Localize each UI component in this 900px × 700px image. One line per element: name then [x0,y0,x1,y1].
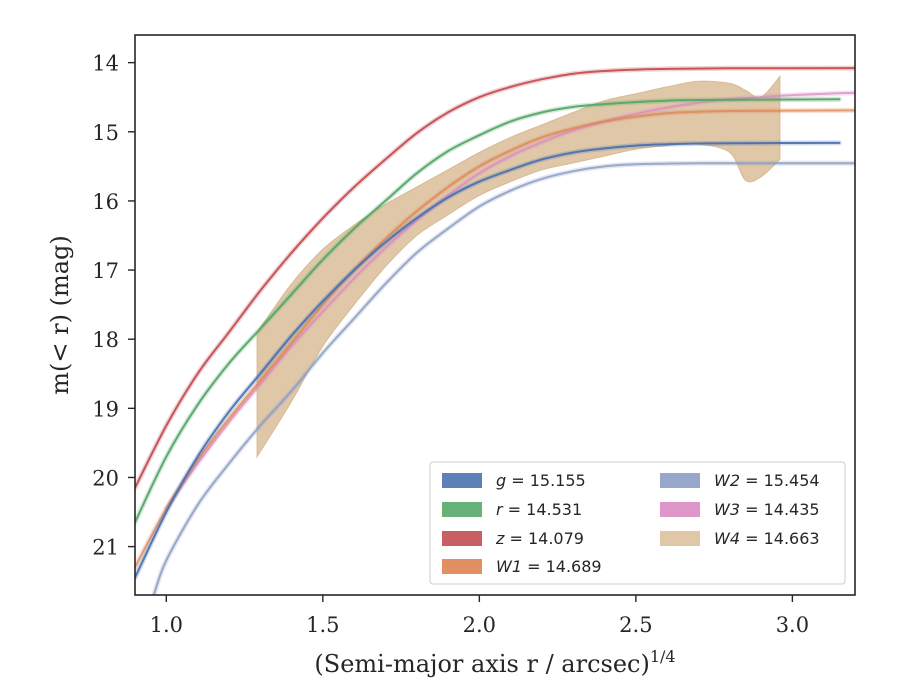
series-line-g [135,141,841,579]
legend-swatch-g [442,473,482,488]
legend-item-g: g = 15.155 [442,471,586,490]
legend-swatch-w2 [660,473,700,488]
y-tick-label: 20 [92,466,119,490]
y-axis: 14 15 16 17 18 19 20 21 [92,52,135,560]
legend-item-w4: W4 = 14.663 [660,529,820,548]
x-axis-label-exponent: 1/4 [650,647,676,666]
legend-item-z: z = 14.079 [442,529,584,548]
plot-frame [134,34,856,596]
legend-swatch-w1 [442,559,482,574]
series-line-z [135,67,855,489]
x-tick-label: 2.5 [619,613,652,637]
y-tick-label: 18 [92,328,119,352]
legend-label-r: r = 14.531 [496,500,582,519]
x-axis-label: (Semi-major axis r / arcsec)1/4 [314,647,675,678]
y-tick-label: 15 [92,121,119,145]
x-axis-label-text: (Semi-major axis r / arcsec) [314,650,649,678]
legend-swatch-r [442,502,482,517]
legend-label-w1: W1 = 14.689 [496,557,602,576]
legend-swatch-z [442,531,482,546]
y-tick-label: 21 [92,536,119,560]
legend-label-g: g = 15.155 [496,471,586,490]
legend-label-w3: W3 = 14.435 [714,500,820,519]
x-tick-label: 1.5 [306,613,339,637]
legend-item-r: r = 14.531 [442,500,582,519]
legend-label-w2: W2 = 15.454 [714,471,820,490]
legend-label-z: z = 14.079 [495,529,584,548]
legend-item-w2: W2 = 15.454 [660,471,820,490]
series-layer [135,65,855,595]
y-axis-label: m(< r) (mag) [46,235,74,394]
series-line-r [135,98,841,524]
legend-swatch-w3 [660,502,700,517]
y-tick-label: 17 [92,259,119,283]
y-tick-label: 19 [92,397,119,421]
x-tick-label: 1.0 [150,613,183,637]
legend-item-w3: W3 = 14.435 [660,500,820,519]
x-tick-label: 2.0 [463,613,496,637]
x-axis: 1.0 1.5 2.0 2.5 3.0 [150,595,809,637]
x-tick-label: 3.0 [776,613,809,637]
series-line-w2 [152,162,855,595]
series-line-w1 [135,109,855,569]
legend-frame [429,461,846,585]
y-tick-label: 16 [92,190,119,214]
series-line-w3 [165,91,855,510]
legend-swatch-w4 [660,531,700,546]
legend: g = 15.155 r = 14.531 z = 14.079 W1 = 14.68… [429,461,846,585]
y-tick-label: 14 [92,52,119,76]
legend-item-w1: W1 = 14.689 [442,557,602,576]
legend-label-w4: W4 = 14.663 [714,529,820,548]
